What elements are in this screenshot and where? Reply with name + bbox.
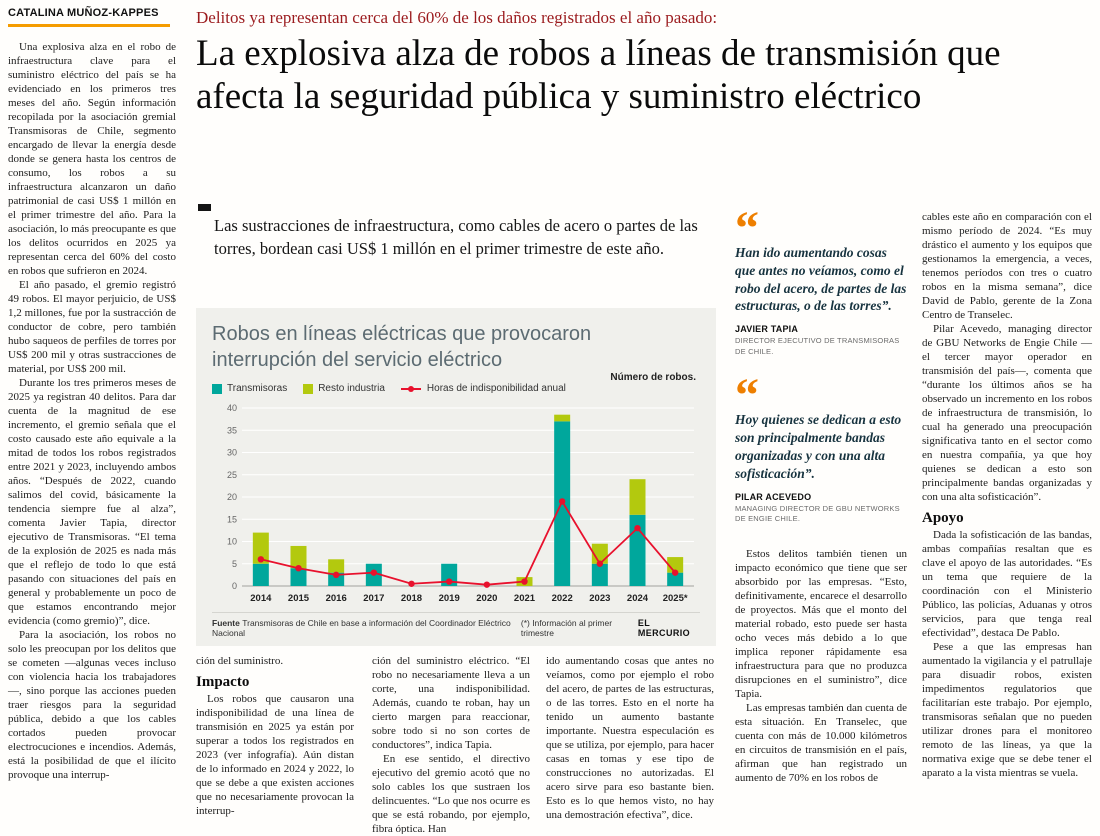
quote-attribution-role: MANAGING DIRECTOR DE GBU NETWORKS DE ENG… (735, 503, 900, 524)
svg-text:2025*: 2025* (663, 593, 688, 602)
svg-text:2018: 2018 (401, 593, 422, 602)
quote-attribution-name: JAVIER TAPIA (735, 324, 799, 335)
article-paragraph: Pese a que las empresas han aumentado la… (922, 641, 1092, 779)
svg-text:2014: 2014 (250, 593, 272, 602)
bottom-column-3: ido aumentando cosas que antes no veíamo… (546, 654, 714, 834)
subhead: Las sustracciones de infraestructura, co… (214, 216, 698, 258)
section-heading-apoyo: Apoyo (922, 510, 964, 526)
chart-source-row: Fuente Transmisoras de Chile en base a i… (212, 612, 700, 638)
chart-credit: EL MERCURIO (637, 618, 691, 639)
article-paragraph: ción del suministro eléctrico. “El robo … (372, 655, 530, 751)
svg-text:35: 35 (227, 425, 237, 435)
article-paragraph: Para la asociación, los robos no solo le… (8, 629, 176, 781)
article-paragraph: Dada la sofisticación de las bandas, amb… (922, 529, 1092, 639)
legend-line-dot (407, 385, 414, 392)
article-paragraph: Los robos que causaron una indisponibili… (196, 693, 354, 817)
article-paragraph: Las empresas también dan cuenta de esta … (735, 701, 907, 784)
quote-attribution-name: PILAR ACEVEDO (735, 491, 812, 502)
legend-swatch-transmisoras (212, 383, 222, 394)
chart-panel: Robos en líneas eléctricas que provocaro… (196, 308, 716, 646)
chart-title: Robos en líneas eléctricas que provocaro… (212, 323, 592, 371)
article-paragraph: ción del suministro. (196, 655, 284, 667)
svg-text:2016: 2016 (326, 593, 347, 602)
right-column: cables este año en comparación con el mi… (922, 210, 1092, 780)
legend-line (400, 385, 421, 392)
source-text: Fuente Transmisoras de Chile en base a i… (212, 618, 511, 639)
kicker: Delitos ya representan cerca del 60% de … (196, 8, 718, 27)
legend-label: Transmisoras (227, 383, 288, 395)
svg-text:2023: 2023 (589, 593, 610, 602)
article-paragraph: Estos delitos también tienen un impacto … (735, 547, 907, 700)
svg-text:0: 0 (232, 581, 237, 591)
svg-text:20: 20 (227, 492, 237, 502)
svg-text:2020: 2020 (476, 593, 497, 602)
article-paragraph: El año pasado, el gremio registró 49 rob… (8, 279, 176, 375)
legend-item-resto-industria: Resto industria (303, 383, 385, 394)
pull-quote: “ Han ido aumentando cosas que antes no … (735, 202, 907, 357)
svg-text:15: 15 (227, 514, 237, 524)
article-paragraph: Pilar Acevedo, managing director de GBU … (922, 323, 1092, 503)
svg-text:2024: 2024 (627, 593, 649, 602)
svg-text:40: 40 (227, 403, 237, 413)
legend-item-horas-indisponibilidad: Horas de indisponibilidad anual (400, 383, 566, 395)
chart-unit-label: Número de robos. (610, 372, 696, 383)
legend-swatch-resto (303, 383, 314, 394)
chart-plot: 0 5 10 15 20 25 30 35 40 2014 2015 2016 2017 2018 2019… (227, 403, 694, 604)
quote-icon: “ (735, 202, 759, 255)
quote-attribution-role: DIRECTOR EJECUTIVO DE TRANSMISORAS DE CH… (735, 336, 900, 356)
bottom-column-2: ción del suministro eléctrico. “El robo … (372, 654, 530, 834)
left-column: Una explosiva alza en el robo de infraes… (8, 40, 176, 782)
svg-text:30: 30 (227, 448, 237, 458)
svg-text:2022: 2022 (552, 593, 573, 602)
svg-text:2015: 2015 (288, 593, 310, 602)
author-byline: CATALINA MUÑOZ-KAPPES (8, 7, 159, 19)
article-paragraph: cables este año en comparación con el mi… (922, 211, 1092, 321)
svg-text:5: 5 (232, 559, 237, 569)
article-paragraph: Durante los tres primeros meses de 2025 … (8, 377, 176, 627)
legend-label: Horas de indisponibilidad anual (426, 383, 566, 395)
quote-text: Hoy quienes se dedican a esto son princi… (735, 412, 902, 481)
quote-column: “ Han ido aumentando cosas que antes no … (735, 202, 907, 785)
svg-text:2021: 2021 (514, 593, 536, 602)
byline-accent-rule (8, 24, 170, 27)
article-paragraph: En ese sentido, el directivo ejecutivo d… (372, 753, 530, 834)
quote-text: Han ido aumentando cosas que antes no ve… (735, 245, 907, 314)
headline: La explosiva alza de robos a líneas de t… (196, 33, 1001, 118)
quote-icon: “ (735, 369, 759, 423)
subhead-marker (198, 204, 211, 211)
chart-footnote: (*) Información al primer trimestre (520, 618, 613, 639)
source-label: Fuente (212, 618, 240, 629)
legend-label: Resto industria (318, 383, 385, 395)
svg-text:2019: 2019 (439, 593, 460, 602)
legend-item-transmisoras: Transmisoras (212, 383, 287, 394)
bottom-column-1: ción del suministro. Impacto Los robos q… (196, 654, 354, 834)
svg-text:2017: 2017 (363, 593, 384, 602)
article-paragraph: ido aumentando cosas que antes no veíamo… (546, 655, 714, 821)
section-heading-impacto: Impacto (196, 674, 250, 690)
quote-column-body: Estos delitos también tienen un impacto … (735, 547, 907, 785)
svg-text:10: 10 (227, 537, 237, 547)
pull-quote: “ Hoy quienes se dedican a esto son prin… (735, 369, 907, 524)
svg-text:25: 25 (227, 470, 237, 480)
chart-legend: Transmisoras Resto industria Horas de in… (212, 383, 700, 394)
article-paragraph: Una explosiva alza en el robo de infraes… (8, 41, 176, 277)
